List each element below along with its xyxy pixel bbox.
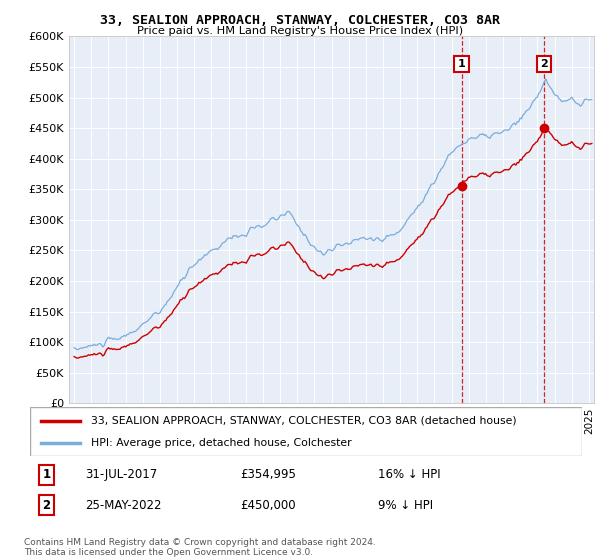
Text: HPI: Average price, detached house, Colchester: HPI: Average price, detached house, Colc… — [91, 437, 352, 447]
Text: 2: 2 — [43, 499, 50, 512]
Text: 16% ↓ HPI: 16% ↓ HPI — [378, 468, 440, 481]
Text: 33, SEALION APPROACH, STANWAY, COLCHESTER, CO3 8AR (detached house): 33, SEALION APPROACH, STANWAY, COLCHESTE… — [91, 416, 517, 426]
Text: 9% ↓ HPI: 9% ↓ HPI — [378, 499, 433, 512]
Text: £354,995: £354,995 — [240, 468, 296, 481]
Text: 33, SEALION APPROACH, STANWAY, COLCHESTER, CO3 8AR: 33, SEALION APPROACH, STANWAY, COLCHESTE… — [100, 14, 500, 27]
Text: 2: 2 — [541, 59, 548, 69]
Text: Contains HM Land Registry data © Crown copyright and database right 2024.
This d: Contains HM Land Registry data © Crown c… — [24, 538, 376, 557]
Text: Price paid vs. HM Land Registry's House Price Index (HPI): Price paid vs. HM Land Registry's House … — [137, 26, 463, 36]
Text: 1: 1 — [458, 59, 466, 69]
Text: 25-MAY-2022: 25-MAY-2022 — [85, 499, 162, 512]
Text: 1: 1 — [43, 468, 50, 481]
Text: £450,000: £450,000 — [240, 499, 295, 512]
Text: 31-JUL-2017: 31-JUL-2017 — [85, 468, 157, 481]
